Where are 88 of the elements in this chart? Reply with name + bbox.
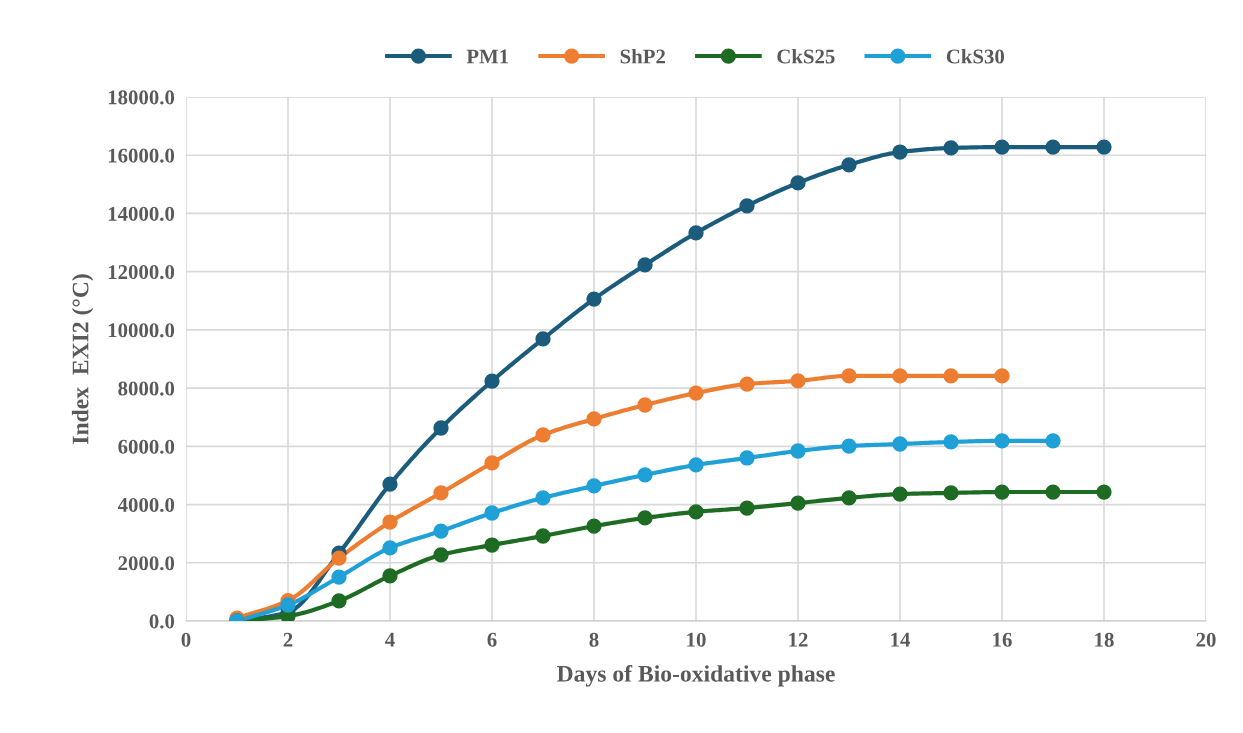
legend-label: ShP2 (620, 48, 665, 64)
x-tick-label: 10 (687, 632, 706, 647)
point (382, 540, 398, 556)
point (382, 476, 398, 492)
point (688, 457, 704, 473)
point (382, 568, 398, 584)
point (484, 373, 500, 389)
x-tick-label: 8 (589, 632, 599, 647)
y-tick-label: 4000.0 (117, 497, 175, 513)
point (892, 144, 908, 160)
point (637, 467, 653, 483)
y-tick-label: 12000.0 (108, 265, 175, 280)
y-tick-label: 6000.0 (118, 439, 175, 454)
point (790, 495, 806, 511)
point (688, 504, 704, 520)
x-tick-label: 18 (1095, 632, 1114, 647)
point (586, 291, 602, 307)
point (331, 550, 347, 566)
point (535, 490, 551, 506)
point (892, 368, 908, 384)
point (739, 198, 755, 214)
point (943, 485, 959, 501)
point (433, 523, 449, 539)
x-axis-title: Days of Bio-oxidative phase (557, 664, 835, 687)
point (1045, 433, 1061, 449)
y-tick-label: 8000.0 (118, 381, 175, 396)
point (433, 420, 449, 436)
point (739, 450, 755, 466)
point (382, 514, 398, 530)
y-tick-label: 14000.0 (108, 206, 175, 221)
point (535, 331, 551, 347)
x-tick-label: 20 (1196, 632, 1216, 647)
x-tick-label: 2 (283, 632, 293, 647)
point (994, 433, 1010, 449)
point (841, 368, 857, 384)
legend-label: CkS30 (946, 48, 1005, 64)
y-axis-title: Index EXI2 (°C) (71, 274, 94, 444)
point (331, 569, 347, 585)
point (841, 438, 857, 454)
y-tick-label: 2000.0 (118, 556, 175, 571)
legend-label: PM1 (466, 49, 509, 64)
x-tick-label: 16 (993, 632, 1012, 647)
point (637, 397, 653, 413)
point (994, 484, 1010, 500)
point (637, 510, 653, 526)
y-tick-label: 18000.0 (108, 90, 175, 105)
point (484, 505, 500, 521)
point (892, 436, 908, 452)
point (688, 225, 704, 241)
point (943, 140, 959, 156)
point (331, 593, 347, 609)
point (790, 443, 806, 459)
y-tick-label: 0.0 (149, 614, 175, 629)
x-tick-label: 4 (385, 632, 395, 647)
point (892, 486, 908, 502)
point (739, 376, 755, 392)
point (1096, 139, 1112, 155)
point (586, 478, 602, 494)
point (841, 490, 857, 506)
point (790, 175, 806, 191)
point (943, 434, 959, 450)
point (1096, 484, 1112, 500)
point (586, 518, 602, 534)
point (790, 373, 806, 389)
point (433, 547, 449, 563)
legend-label: CkS25 (777, 48, 835, 64)
x-tick-label: 12 (789, 632, 808, 647)
point (484, 537, 500, 553)
point (433, 485, 449, 501)
x-tick-label: 6 (487, 632, 497, 647)
point (280, 597, 296, 613)
x-tick-label: 14 (891, 632, 911, 647)
point (841, 157, 857, 173)
point (739, 500, 755, 516)
x-tick-label: 0 (181, 632, 191, 647)
point (535, 528, 551, 544)
point (586, 411, 602, 427)
point (688, 385, 704, 401)
point (1045, 484, 1061, 500)
point (994, 139, 1010, 155)
point (637, 257, 653, 273)
point (484, 455, 500, 471)
point (535, 427, 551, 443)
point (1045, 139, 1061, 155)
point (943, 368, 959, 384)
y-tick-label: 10000.0 (108, 323, 175, 338)
point (994, 368, 1010, 384)
y-tick-label: 16000.0 (108, 148, 175, 163)
